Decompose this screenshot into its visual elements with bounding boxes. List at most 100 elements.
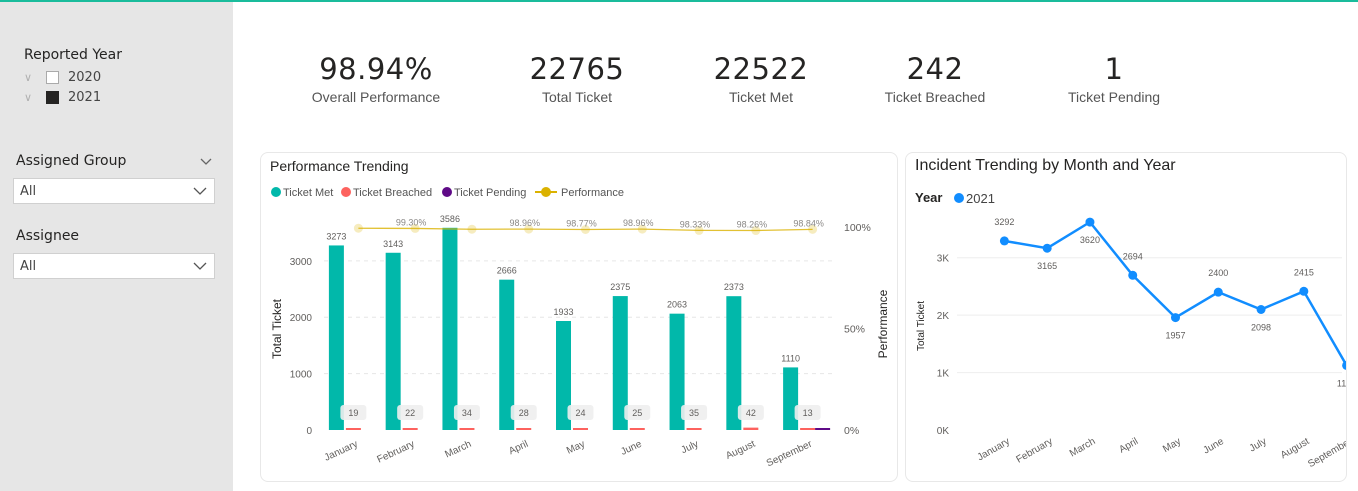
x-tick-label: May xyxy=(1161,436,1183,455)
data-label-ticket-met: 2375 xyxy=(610,282,630,292)
y-axis-title: Total Ticket xyxy=(270,298,284,359)
data-label-background xyxy=(397,405,424,420)
point-performance xyxy=(694,225,704,235)
point-performance xyxy=(467,224,477,234)
x-tick-label: September xyxy=(1306,436,1346,470)
data-label-background xyxy=(624,405,651,420)
kpi-label: Ticket Pending xyxy=(1067,89,1161,105)
x-tick-label: August xyxy=(1279,436,1312,461)
y-tick-label: 3000 xyxy=(290,257,313,268)
chevron-down-icon[interactable]: ∨ xyxy=(24,70,33,84)
year-option-2020[interactable]: ∨ 2020 xyxy=(24,68,101,86)
data-label-ticket-breached: 13 xyxy=(803,408,813,418)
kpi-total-ticket: 22765 Total Ticket xyxy=(497,52,657,105)
x-tick-label: April xyxy=(1117,436,1140,456)
x-tick-label: June xyxy=(619,439,644,458)
x-tick-label: June xyxy=(1201,436,1226,457)
data-label-2021: 1124 xyxy=(1337,378,1346,388)
point-performance xyxy=(581,224,590,234)
data-label-ticket-met: 2666 xyxy=(497,266,517,276)
bar-ticket-met xyxy=(669,313,685,430)
bar-ticket-met xyxy=(726,296,742,430)
legend-label: 2021 xyxy=(966,191,995,206)
point-2021 xyxy=(1042,243,1052,253)
assigned-group-value: All xyxy=(20,184,37,199)
point-2021 xyxy=(1171,313,1180,323)
data-label-performance: 98.33% xyxy=(680,219,711,229)
x-tick-label: September xyxy=(765,438,815,469)
top-accent-line xyxy=(0,0,1358,2)
data-label-2021: 2400 xyxy=(1208,268,1228,278)
point-performance xyxy=(524,224,534,234)
legend-title: Year xyxy=(915,190,942,205)
data-label-2021: 1957 xyxy=(1165,331,1185,341)
bar-ticket-breached xyxy=(402,428,418,430)
chevron-down-icon[interactable] xyxy=(192,261,208,273)
data-label-performance: 98.96% xyxy=(623,218,654,228)
data-label-ticket-met: 1110 xyxy=(781,353,800,363)
kpi-value: 22765 xyxy=(529,52,625,86)
x-tick-label: January xyxy=(323,439,360,464)
data-label-ticket-met: 3586 xyxy=(440,214,460,224)
data-label-ticket-met: 3143 xyxy=(383,239,403,249)
assigned-group-dropdown[interactable]: All xyxy=(13,178,215,204)
data-label-ticket-breached: 35 xyxy=(689,408,699,418)
reported-year-title: Reported Year xyxy=(24,47,122,63)
chevron-down-icon[interactable] xyxy=(199,157,213,167)
chevron-down-icon[interactable]: ∨ xyxy=(24,90,33,104)
year-option-label: 2020 xyxy=(68,69,102,85)
x-tick-label: July xyxy=(680,439,701,456)
data-label-performance: 98.96% xyxy=(509,218,540,228)
y-axis-title: Total Ticket xyxy=(916,301,927,351)
y2-tick-label: 0% xyxy=(844,425,859,437)
data-label-ticket-met: 3273 xyxy=(326,231,346,241)
assignee-dropdown[interactable]: All xyxy=(13,253,215,279)
kpi-ticket-breached: 242 Ticket Breached xyxy=(855,52,1015,105)
legend-label-2: Ticket Breached xyxy=(353,187,432,199)
legend-marker xyxy=(954,193,964,203)
data-label-background xyxy=(567,405,594,420)
legend-label-1: Ticket Met xyxy=(283,187,333,199)
year-option-label: 2021 xyxy=(68,89,102,105)
data-label-background xyxy=(510,405,537,420)
data-label-performance: 98.26% xyxy=(737,220,768,230)
incident-trending-title: Incident Trending by Month and Year xyxy=(915,157,1176,174)
legend-label-4: Performance xyxy=(561,187,624,199)
bar-ticket-breached xyxy=(800,428,816,430)
checkbox-checked-icon[interactable] xyxy=(46,90,59,104)
bar-ticket-met xyxy=(499,279,515,430)
bar-ticket-breached xyxy=(459,428,475,430)
year-option-2021[interactable]: ∨ 2021 xyxy=(24,88,101,106)
line-2021 xyxy=(1004,220,1346,367)
line-performance xyxy=(358,227,813,232)
chevron-down-icon[interactable] xyxy=(192,186,208,198)
data-label-ticket-breached: 25 xyxy=(632,408,642,418)
x-tick-label: July xyxy=(1248,436,1269,454)
performance-trending-chart: Ticket Met Ticket Breached Ticket Pending P… xyxy=(270,187,890,469)
x-tick-label: February xyxy=(376,439,417,466)
bar-ticket-met xyxy=(442,227,458,430)
bar-ticket-breached xyxy=(345,428,361,430)
bar-ticket-met xyxy=(385,252,401,430)
kpi-value: 242 xyxy=(906,52,964,86)
y2-tick-label: 100% xyxy=(844,222,871,234)
bar-ticket-breached xyxy=(686,428,702,430)
y2-axis-title: Performance xyxy=(876,289,890,358)
data-label-ticket-met: 2063 xyxy=(667,300,687,310)
point-performance xyxy=(751,226,761,236)
data-label-ticket-breached: 22 xyxy=(405,408,415,418)
incident-trending-chart: Year 2021 0K 1K 2K 3K Total Ticket 3292 January 3… xyxy=(915,190,1346,470)
data-label-2021: 2694 xyxy=(1123,251,1143,261)
point-performance xyxy=(410,223,420,233)
kpi-label: Total Ticket xyxy=(541,89,613,105)
performance-trending-card: Performance Trending Ticket Met Ticket Br… xyxy=(260,152,898,482)
y-tick-label: 2K xyxy=(937,311,950,322)
bar-ticket-pending xyxy=(815,428,831,430)
assigned-group-title: Assigned Group xyxy=(16,153,127,169)
kpi-label: Ticket Met xyxy=(728,89,794,105)
point-2021 xyxy=(1342,360,1346,370)
performance-trending-title: Performance Trending xyxy=(270,158,409,174)
data-label-ticket-breached: 34 xyxy=(462,408,472,418)
checkbox-icon[interactable] xyxy=(46,70,59,84)
y-tick-label: 1000 xyxy=(290,370,313,381)
